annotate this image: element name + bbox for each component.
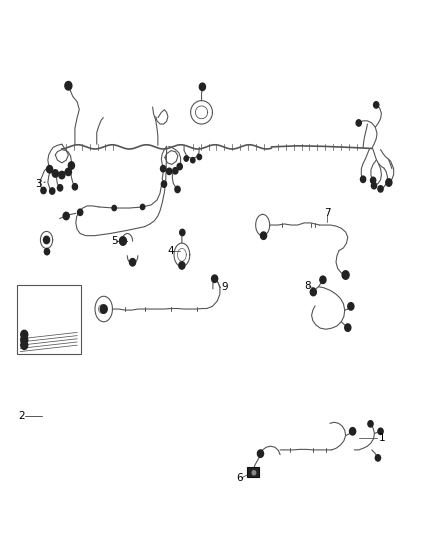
Text: 9: 9 xyxy=(222,282,228,292)
Circle shape xyxy=(141,204,145,209)
Circle shape xyxy=(52,169,58,177)
Circle shape xyxy=(375,455,381,461)
Circle shape xyxy=(166,168,172,174)
Circle shape xyxy=(78,209,83,215)
Circle shape xyxy=(68,162,74,169)
Circle shape xyxy=(21,330,28,339)
Circle shape xyxy=(252,471,256,475)
Bar xyxy=(17,285,81,354)
Circle shape xyxy=(72,183,78,190)
Circle shape xyxy=(43,236,49,244)
Circle shape xyxy=(191,158,195,163)
Circle shape xyxy=(41,187,46,193)
Circle shape xyxy=(212,275,218,282)
Bar xyxy=(247,467,259,477)
Circle shape xyxy=(63,212,69,220)
Circle shape xyxy=(378,185,383,192)
Circle shape xyxy=(21,336,28,344)
Circle shape xyxy=(320,276,326,284)
Text: 4: 4 xyxy=(168,246,174,255)
Circle shape xyxy=(378,428,383,434)
Circle shape xyxy=(374,102,379,108)
Circle shape xyxy=(49,188,55,194)
Circle shape xyxy=(199,83,205,91)
Circle shape xyxy=(360,176,366,182)
Circle shape xyxy=(258,450,264,457)
Circle shape xyxy=(310,288,316,296)
Circle shape xyxy=(356,120,361,126)
Circle shape xyxy=(184,156,188,161)
Circle shape xyxy=(342,271,349,279)
Circle shape xyxy=(112,205,117,211)
Circle shape xyxy=(177,164,182,169)
Circle shape xyxy=(161,181,166,187)
Circle shape xyxy=(175,186,180,192)
Circle shape xyxy=(100,305,107,313)
Circle shape xyxy=(59,171,65,179)
Circle shape xyxy=(65,82,72,90)
Circle shape xyxy=(46,165,53,173)
Circle shape xyxy=(348,303,354,310)
Circle shape xyxy=(130,259,136,266)
Text: 1: 1 xyxy=(378,433,385,443)
Text: 7: 7 xyxy=(324,208,330,219)
Circle shape xyxy=(180,229,185,236)
Text: 5: 5 xyxy=(111,236,117,246)
Circle shape xyxy=(179,262,185,269)
Circle shape xyxy=(44,248,49,255)
Circle shape xyxy=(57,184,63,191)
Circle shape xyxy=(120,237,127,245)
Text: 8: 8 xyxy=(304,281,311,290)
Circle shape xyxy=(261,232,267,239)
Circle shape xyxy=(65,168,71,175)
Circle shape xyxy=(371,182,377,189)
Circle shape xyxy=(350,427,356,435)
Circle shape xyxy=(173,167,178,174)
Text: 2: 2 xyxy=(18,411,25,422)
Circle shape xyxy=(21,341,28,350)
Circle shape xyxy=(371,177,376,183)
Circle shape xyxy=(386,179,392,186)
Circle shape xyxy=(368,421,373,427)
Circle shape xyxy=(197,155,201,160)
Circle shape xyxy=(160,165,166,172)
Text: 6: 6 xyxy=(237,473,243,483)
Circle shape xyxy=(345,324,351,332)
Text: 3: 3 xyxy=(35,179,42,189)
